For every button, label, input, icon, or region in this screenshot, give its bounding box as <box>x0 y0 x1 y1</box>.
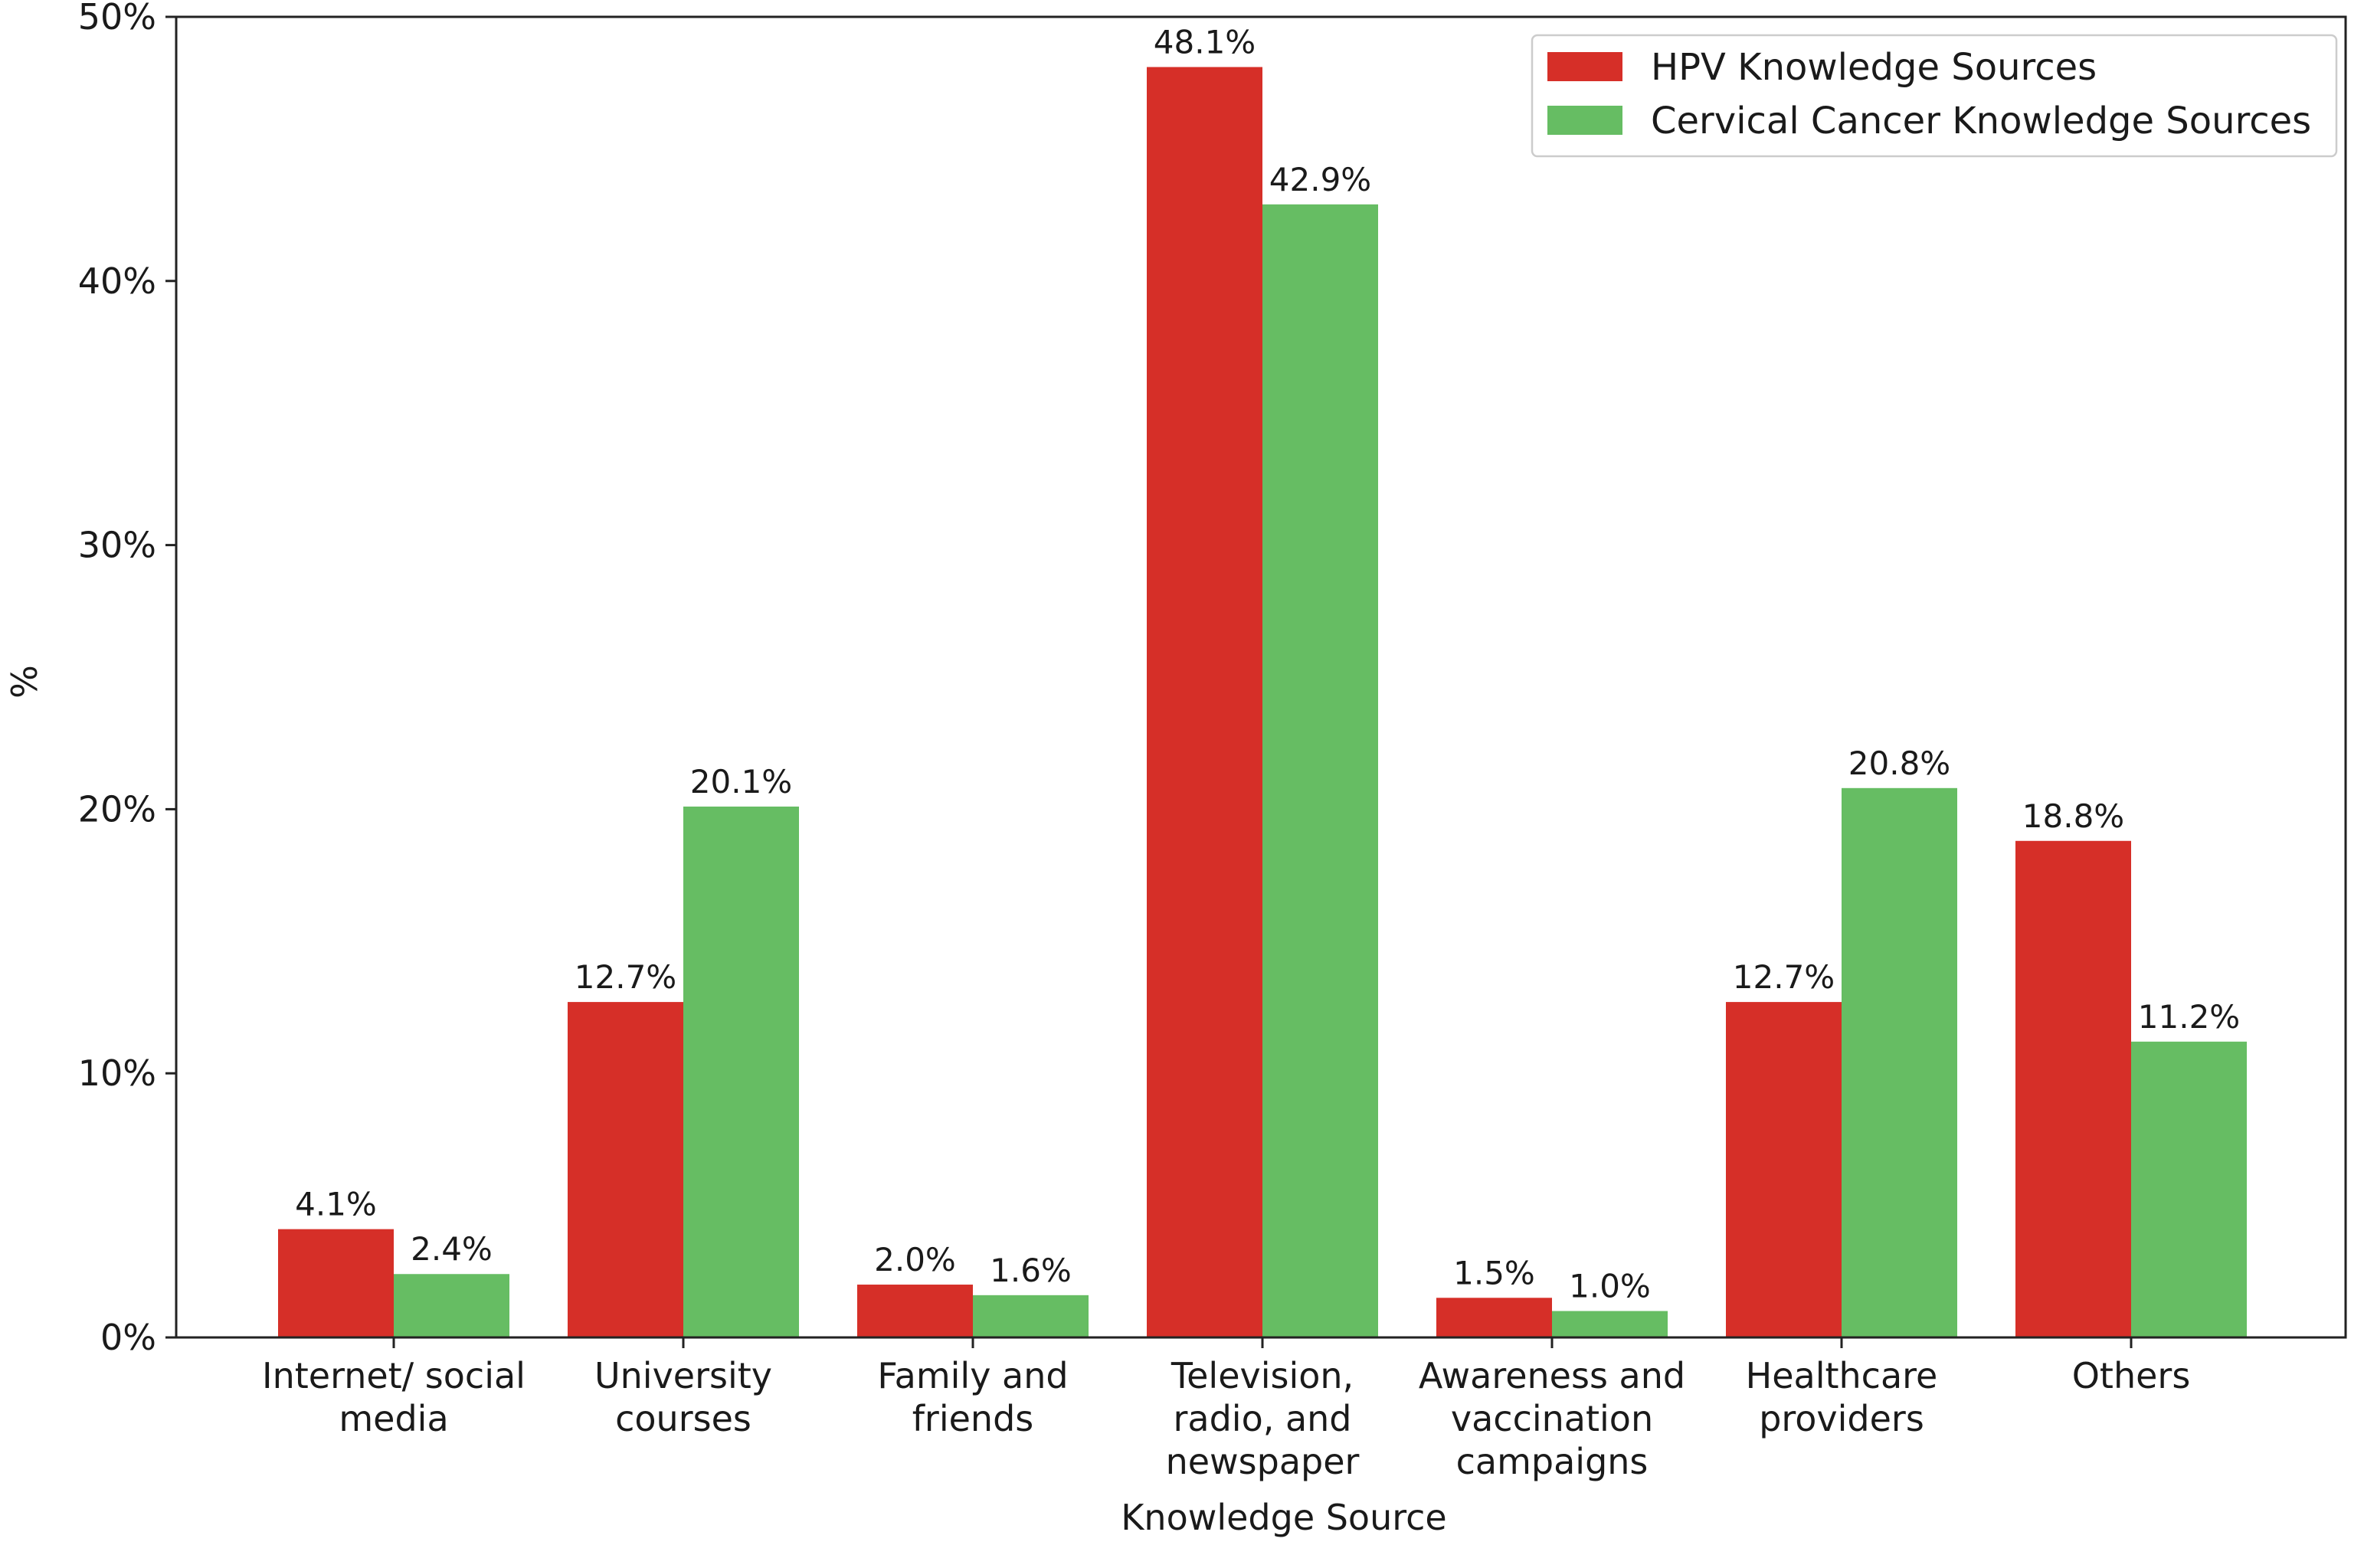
y-tick-label: 0% <box>100 1317 156 1358</box>
data-label: 1.0% <box>1569 1268 1651 1305</box>
legend-label-hpv: HPV Knowledge Sources <box>1651 46 2097 89</box>
data-label: 2.0% <box>874 1241 956 1278</box>
bar-hpv <box>278 1229 394 1337</box>
legend-box <box>1531 34 2338 158</box>
y-axis-title: % <box>4 665 45 699</box>
bar-cervical-cancer <box>1552 1311 1668 1337</box>
bar-hpv <box>1147 67 1262 1338</box>
y-axis: 0% 10% 20% 30% 40% 50% <box>78 0 176 1358</box>
data-label: 2.4% <box>411 1230 493 1268</box>
bars <box>278 67 2247 1338</box>
x-tick-label: Family and friends <box>877 1355 1068 1439</box>
data-label: 20.1% <box>690 763 792 800</box>
x-tick-label: University courses <box>594 1355 772 1439</box>
x-tick-label: Awareness and vaccination campaigns <box>1419 1355 1685 1482</box>
y-tick-label: 10% <box>78 1052 156 1094</box>
bar-hpv <box>857 1285 973 1337</box>
data-label: 20.8% <box>1848 745 1950 782</box>
data-label: 42.9% <box>1269 161 1371 198</box>
x-tick-label: Others <box>2072 1355 2191 1396</box>
y-tick-label: 30% <box>78 525 156 566</box>
data-label: 1.5% <box>1453 1254 1535 1291</box>
bar-cervical-cancer <box>973 1295 1089 1337</box>
bar-cervical-cancer <box>394 1274 509 1337</box>
bar-cervical-cancer <box>2131 1041 2247 1337</box>
bar-cervical-cancer <box>683 806 799 1337</box>
data-label: 18.8% <box>2022 797 2124 835</box>
plot-frame <box>175 15 2347 1339</box>
y-tick-label: 40% <box>78 260 156 302</box>
data-label: 12.7% <box>575 958 676 996</box>
data-label: 1.6% <box>990 1252 1072 1289</box>
bar-hpv <box>568 1002 683 1337</box>
y-tick-label: 50% <box>78 0 156 38</box>
data-label: 4.1% <box>295 1186 377 1223</box>
legend-swatch-cervical-cancer <box>1547 106 1622 135</box>
bar-hpv <box>2015 840 2131 1337</box>
x-axis: Internet/ social media University courses Fa… <box>262 1337 2190 1482</box>
legend-label-cervical-cancer: Cervical Cancer Knowledge Sources <box>1651 100 2311 142</box>
legend-swatch-hpv <box>1547 52 1622 81</box>
x-tick-label: Healthcare providers <box>1746 1355 1938 1439</box>
x-tick-label: Internet/ social media <box>262 1355 526 1439</box>
data-labels: 4.1% 2.4% 12.7% 20.1% 2.0% 1.6% 48.1% 42.9% 1.5%… <box>295 24 2240 1305</box>
data-label: 11.2% <box>2138 998 2240 1036</box>
bar-hpv <box>1726 1002 1842 1337</box>
bar-hpv <box>1436 1298 1552 1337</box>
bar-cervical-cancer <box>1262 204 1378 1338</box>
data-label: 12.7% <box>1733 958 1835 996</box>
bar-cervical-cancer <box>1842 787 1957 1337</box>
legend: HPV Knowledge Sources Cervical Cancer Kn… <box>1531 34 2338 158</box>
x-axis-title: Knowledge Source <box>1121 1497 1446 1538</box>
x-tick-label: Television, radio, and newspaper <box>1166 1355 1360 1482</box>
y-tick-label: 20% <box>78 788 156 830</box>
data-label: 48.1% <box>1154 24 1256 61</box>
